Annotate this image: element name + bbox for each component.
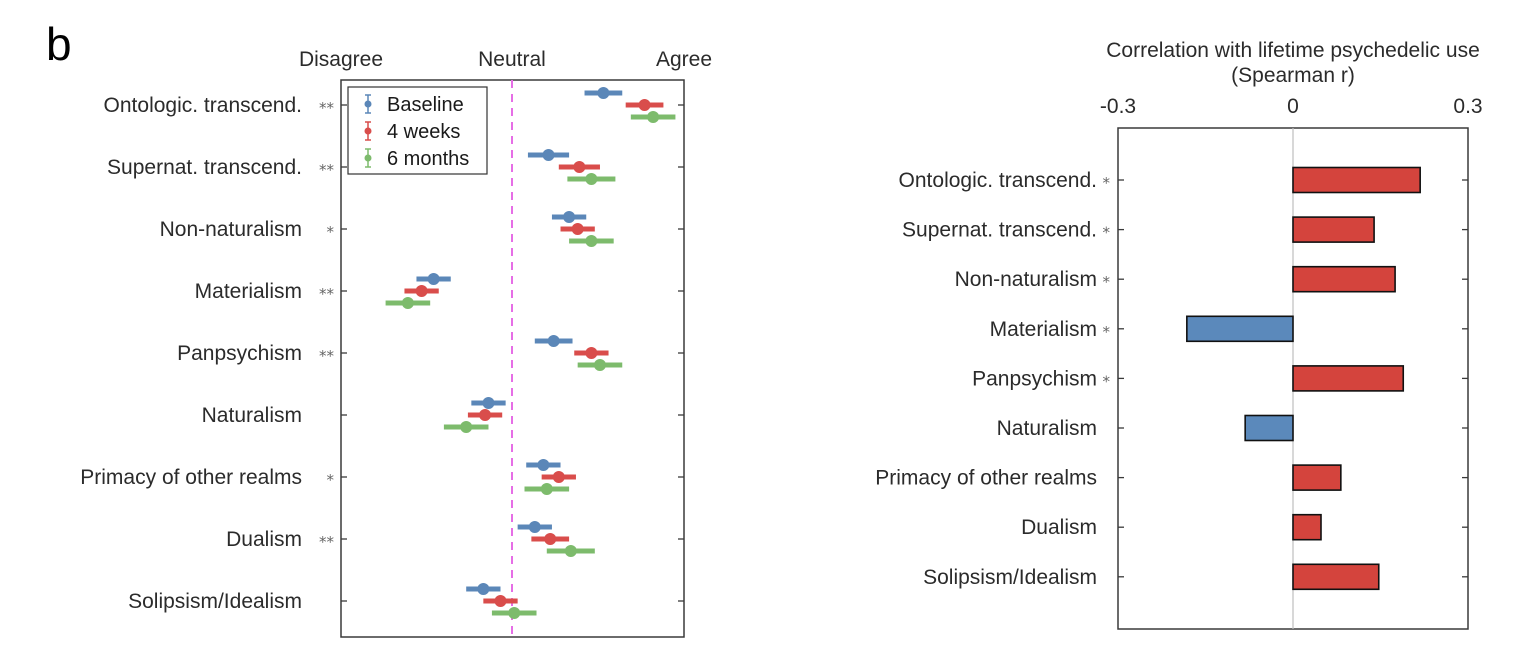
- significance-marker: **: [319, 533, 335, 551]
- category-label: Ontologic. transcend.: [104, 94, 302, 117]
- point-6-months: [564, 545, 577, 557]
- x-tick-label: -0.3: [1100, 95, 1136, 118]
- legend-marker: [364, 100, 372, 108]
- category-label: Naturalism: [997, 417, 1097, 440]
- point-4-weeks: [552, 471, 565, 483]
- point-6-months: [540, 483, 553, 495]
- point-6-months: [647, 111, 660, 123]
- category-label: Panpsychism: [177, 342, 302, 365]
- point-6-months: [508, 607, 521, 619]
- category-label: Non-naturalism: [160, 218, 302, 241]
- point-baseline: [427, 273, 440, 285]
- correlation-bar: [1292, 563, 1380, 591]
- point-4-weeks: [571, 223, 584, 235]
- category-label: Materialism: [195, 280, 302, 303]
- correlation-bar: [1292, 265, 1396, 293]
- significance-marker: **: [319, 161, 335, 179]
- panel-label: b: [46, 18, 72, 70]
- category-label: Materialism: [990, 318, 1097, 341]
- legend-entry: 4 weeks: [387, 121, 460, 143]
- category-label: Ontologic. transcend.: [899, 169, 1097, 192]
- point-4-weeks: [585, 347, 598, 359]
- significance-marker: *: [1103, 273, 1111, 291]
- point-baseline: [528, 521, 541, 533]
- point-baseline: [477, 583, 490, 595]
- significance-marker: *: [1103, 224, 1111, 242]
- category-label: Supernat. transcend.: [902, 219, 1097, 242]
- category-label: Panpsychism: [972, 367, 1097, 390]
- point-baseline: [563, 211, 576, 223]
- belief-change-chart: Disagree Neutral Agree Ontologic. transc…: [80, 48, 712, 638]
- category-label: Primacy of other realms: [80, 466, 302, 489]
- category-label: Supernat. transcend.: [107, 156, 302, 179]
- point-6-months: [593, 359, 606, 371]
- point-baseline: [542, 149, 555, 161]
- significance-marker: *: [1103, 323, 1111, 341]
- significance-marker: **: [319, 99, 335, 117]
- legend-marker: [364, 154, 372, 162]
- point-4-weeks: [544, 533, 557, 545]
- category-label: Non-naturalism: [955, 268, 1097, 291]
- correlation-chart: Correlation with lifetime psychedelic us…: [875, 39, 1483, 630]
- category-label: Naturalism: [202, 404, 302, 427]
- legend: Baseline 4 weeks 6 months: [347, 86, 488, 175]
- legend-marker: [364, 127, 372, 135]
- point-4-weeks: [573, 161, 586, 173]
- point-baseline: [547, 335, 560, 347]
- category-label: Solipsism/Idealism: [923, 566, 1097, 589]
- x-label-agree: Agree: [656, 48, 712, 71]
- category-label: Dualism: [226, 528, 302, 551]
- point-6-months: [585, 235, 598, 247]
- point-baseline: [537, 459, 550, 471]
- point-baseline: [482, 397, 495, 409]
- significance-marker: *: [1103, 372, 1111, 390]
- x-label-neutral: Neutral: [478, 48, 546, 71]
- point-4-weeks: [479, 409, 492, 421]
- point-6-months: [585, 173, 598, 185]
- significance-marker: *: [327, 471, 335, 489]
- category-label: Solipsism/Idealism: [128, 590, 302, 613]
- right-chart-title: Correlation with lifetime psychedelic us…: [1106, 39, 1480, 62]
- point-4-weeks: [494, 595, 507, 607]
- correlation-bar: [1292, 166, 1421, 194]
- legend-entry: Baseline: [387, 94, 464, 116]
- significance-marker: **: [319, 347, 335, 365]
- correlation-bar: [1292, 216, 1375, 243]
- right-chart-subtitle: (Spearman r): [1231, 64, 1355, 87]
- significance-marker: *: [1103, 174, 1111, 192]
- correlation-bar: [1292, 464, 1342, 491]
- correlation-bar: [1244, 414, 1294, 442]
- point-6-months: [460, 421, 473, 433]
- x-tick-label: 0.3: [1453, 95, 1482, 118]
- point-baseline: [597, 87, 610, 99]
- x-label-disagree: Disagree: [299, 48, 383, 71]
- point-6-months: [401, 297, 414, 309]
- legend-entry: 6 months: [387, 148, 469, 170]
- x-tick-label: 0: [1287, 95, 1299, 118]
- category-label: Dualism: [1021, 516, 1097, 539]
- point-4-weeks: [638, 99, 651, 111]
- category-label: Primacy of other realms: [875, 467, 1097, 490]
- significance-marker: *: [327, 223, 335, 241]
- correlation-bar: [1292, 365, 1405, 392]
- point-4-weeks: [415, 285, 428, 297]
- correlation-bar: [1292, 513, 1322, 541]
- significance-marker: **: [319, 285, 335, 303]
- correlation-bar: [1186, 315, 1294, 343]
